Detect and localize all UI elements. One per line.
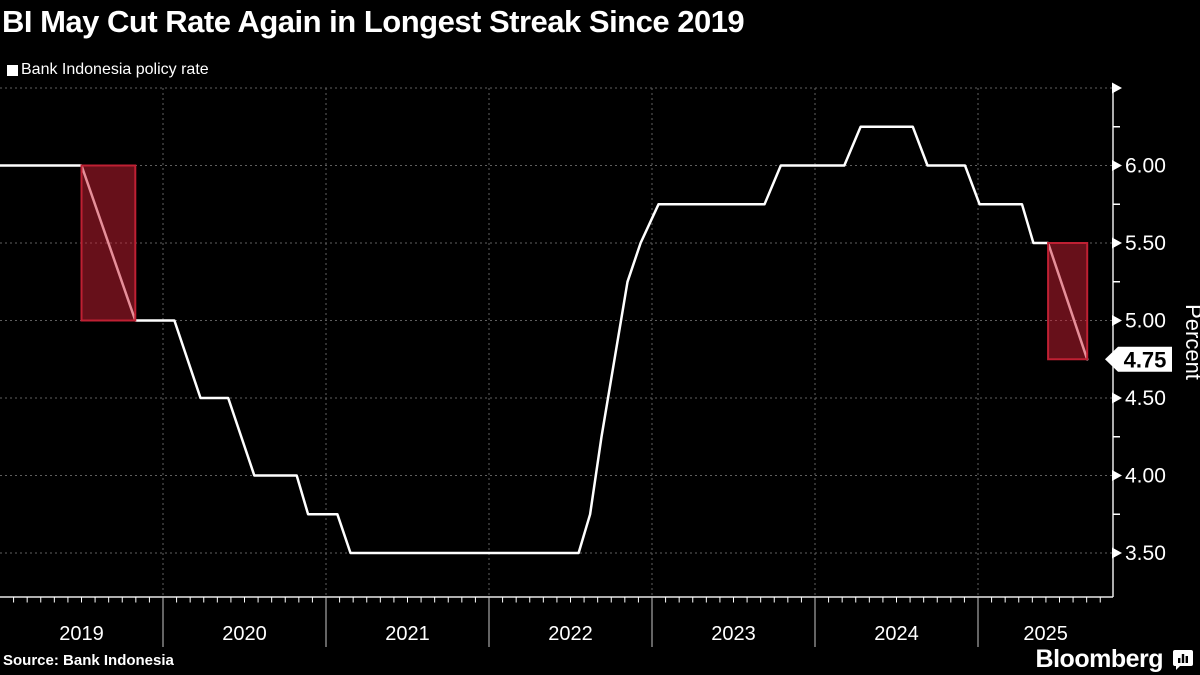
y-tick-label: 5.00 [1125, 310, 1166, 333]
y-tick-label: 3.50 [1125, 542, 1166, 565]
bloomberg-wordmark: Bloomberg [1035, 645, 1164, 673]
bloomberg-terminal-icon [1173, 649, 1193, 670]
y-major-tick-arrow [1112, 237, 1122, 249]
y-major-tick-arrow [1112, 392, 1122, 404]
y-tick-label: 4.00 [1125, 465, 1166, 488]
legend-marker-icon [7, 64, 18, 76]
x-year-label: 2022 [548, 623, 593, 645]
current-value-tag [1105, 346, 1172, 372]
y-tick-label: 4.50 [1125, 387, 1166, 410]
x-year-label: 2019 [59, 623, 104, 645]
y-tick-label: 5.50 [1125, 232, 1166, 255]
chart-title: BI May Cut Rate Again in Longest Streak … [2, 4, 745, 39]
y-major-tick-arrow [1112, 315, 1122, 326]
bloomberg-logo: Bloomberg [1036, 645, 1194, 674]
y-major-tick-arrow [1112, 160, 1122, 171]
current-value-label: 4.75 [1124, 347, 1167, 372]
rate-cut-highlight [80, 164, 137, 322]
rate-cut-highlight [1047, 242, 1089, 361]
legend: Bank Indonesia policy rate [7, 61, 209, 79]
legend-label: Bank Indonesia policy rate [21, 61, 209, 78]
x-year-label: 2024 [874, 623, 919, 645]
y-major-tick-arrow [1112, 82, 1122, 94]
y-tick-label: 6.00 [1125, 155, 1166, 178]
y-major-tick-arrow [1112, 547, 1122, 559]
source-note: Source: Bank Indonesia [3, 652, 174, 669]
x-year-label: 2025 [1023, 623, 1068, 645]
x-year-label: 2023 [711, 623, 756, 645]
x-year-label: 2021 [385, 623, 430, 645]
y-major-tick-arrow [1112, 470, 1122, 481]
policy-rate-line [0, 125, 1089, 555]
y-axis-title: Percent [1181, 304, 1200, 380]
x-year-label: 2020 [222, 623, 267, 645]
